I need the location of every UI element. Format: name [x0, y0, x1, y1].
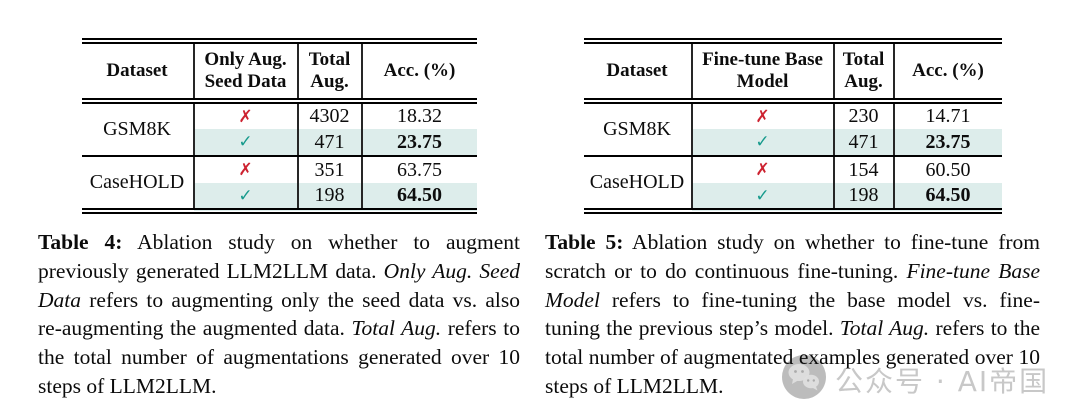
watermark-text: 公众号 · AI帝国 [835, 364, 1050, 398]
dataset-cell: GSM8K [81, 101, 194, 157]
cross-mark-icon: ✗ [192, 101, 298, 129]
table-header-row: Dataset Fine-tune Base Model Total Aug. … [583, 38, 1002, 104]
table-row: CaseHOLD ✗ 351 63.75 [81, 156, 477, 214]
caption-text: refers to augmenting only the seed data … [38, 287, 520, 341]
dataset-cell: CaseHOLD [583, 156, 692, 214]
table-row-highlighted: ✓ 198 64.50 [82, 183, 477, 214]
total-aug-cell: 230 [832, 101, 894, 129]
total-aug-cell: 198 [832, 183, 894, 214]
total-aug-cell: 471 [832, 129, 894, 157]
table4-caption: Table 4: Ablation study on whether to au… [38, 228, 520, 401]
col-header-total-line2: Aug. [310, 71, 349, 92]
total-aug-cell: 4302 [296, 101, 362, 129]
col-header-ablation: Only Aug. Seed Data [192, 38, 298, 104]
table5-caption: Table 5: Ablation study on whether to fi… [545, 228, 1040, 401]
acc-cell-best: 64.50 [892, 183, 1002, 214]
cross-mark-icon: ✗ [690, 101, 834, 129]
col-header-ablation-line1: Fine-tune Base [702, 49, 823, 70]
col-header-total-line1: Total [842, 49, 885, 70]
col-header-ablation: Fine-tune Base Model [690, 38, 834, 104]
total-aug-cell: 471 [296, 129, 362, 157]
col-header-dataset: Dataset [583, 38, 692, 104]
caption-text: refers to fine-tuning the base model vs.… [545, 287, 1040, 341]
acc-cell: 63.75 [360, 156, 477, 183]
cross-mark-icon: ✗ [192, 156, 298, 183]
dataset-cell: GSM8K [583, 101, 692, 157]
col-header-total-line2: Aug. [844, 71, 883, 92]
left-column: Dataset Only Aug. Seed Data Total Aug. A… [38, 28, 520, 401]
check-mark-icon: ✓ [192, 129, 298, 157]
col-header-total-aug: Total Aug. [296, 38, 362, 104]
acc-cell-best: 64.50 [360, 183, 477, 214]
table-row-highlighted: ✓ 471 23.75 [82, 129, 477, 157]
col-header-total-aug: Total Aug. [832, 38, 894, 104]
acc-cell-best: 23.75 [360, 129, 477, 157]
acc-cell: 60.50 [892, 156, 1002, 183]
caption-text: Ablation study on whether to fine-tune f… [545, 230, 1040, 283]
ablation-table-5: Dataset Fine-tune Base Model Total Aug. … [583, 38, 1002, 214]
col-header-ablation-line1: Only Aug. [204, 49, 287, 70]
caption-label: Table 4: [38, 230, 123, 254]
total-aug-cell: 154 [832, 156, 894, 183]
col-header-acc: Acc. (%) [892, 38, 1002, 104]
dataset-cell: CaseHOLD [81, 156, 194, 214]
table-row-highlighted: ✓ 198 64.50 [584, 183, 1002, 214]
wechat-icon [781, 354, 827, 405]
caption-text: Ablation study on whether to augment pre… [38, 230, 520, 283]
right-column: Dataset Fine-tune Base Model Total Aug. … [545, 28, 1040, 401]
caption-term: Fine-tune Base Model [545, 258, 1040, 312]
caption-term: Only Aug. Seed Data [38, 258, 520, 312]
col-header-ablation-line2: Seed Data [204, 71, 287, 92]
col-header-ablation-line2: Model [736, 71, 789, 92]
acc-cell: 14.71 [892, 101, 1002, 129]
table-header-row: Dataset Only Aug. Seed Data Total Aug. A… [81, 38, 477, 104]
table-row-highlighted: ✓ 471 23.75 [584, 129, 1002, 157]
acc-cell-best: 23.75 [892, 129, 1002, 157]
col-header-acc: Acc. (%) [360, 38, 477, 104]
total-aug-cell: 198 [296, 183, 362, 214]
caption-text: refers to the total number of augmentate… [545, 316, 1040, 398]
acc-cell: 18.32 [360, 101, 477, 129]
check-mark-icon: ✓ [192, 183, 298, 214]
check-mark-icon: ✓ [690, 129, 834, 157]
col-header-total-line1: Total [308, 49, 351, 70]
table-row: CaseHOLD ✗ 154 60.50 [583, 156, 1002, 214]
caption-term: Total Aug. [839, 316, 930, 341]
caption-text: refers to the total number of augmentati… [38, 316, 520, 398]
caption-term: Total Aug. [351, 316, 442, 341]
ablation-table-4: Dataset Only Aug. Seed Data Total Aug. A… [81, 38, 477, 214]
caption-label: Table 5: [545, 230, 624, 254]
watermark: 公众号 · AI帝国 [781, 354, 1049, 405]
table-row: GSM8K ✗ 4302 18.32 [81, 101, 477, 157]
cross-mark-icon: ✗ [690, 156, 834, 183]
check-mark-icon: ✓ [690, 183, 834, 214]
col-header-dataset: Dataset [81, 38, 194, 104]
total-aug-cell: 351 [296, 156, 362, 183]
table-row: GSM8K ✗ 230 14.71 [583, 101, 1002, 157]
